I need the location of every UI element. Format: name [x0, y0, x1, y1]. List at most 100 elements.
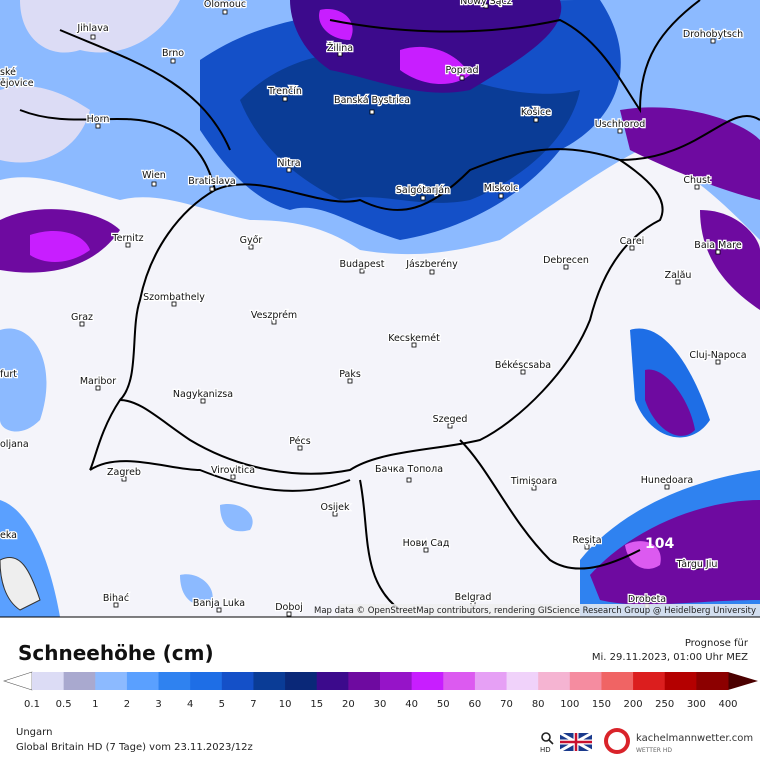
city-label: Debrecen: [543, 255, 589, 266]
colorbar-tick-label: 7: [250, 699, 256, 710]
city-marker: [429, 269, 435, 275]
city-marker: [216, 607, 222, 613]
city-label: Drohobytsch: [683, 29, 743, 40]
city-label: ské: [0, 67, 16, 78]
city-label: Žilina: [327, 42, 353, 54]
city-label: Košice: [521, 107, 551, 118]
city-marker: [411, 342, 417, 348]
colorbar-box: [443, 672, 476, 690]
city-label: Timișoara: [510, 476, 557, 487]
city-marker: [151, 181, 157, 187]
colorbar-box: [63, 672, 96, 690]
colorbar-tick-label: 80: [532, 699, 545, 710]
city-marker: [248, 244, 254, 250]
border: [59, 0, 701, 151]
city-marker: [533, 117, 539, 123]
border: [19, 109, 217, 471]
city-label: Uschhorod: [595, 119, 646, 130]
city-label: Miskolc: [484, 183, 519, 194]
colorbar: 0.1 0.5 1 2 3 4 5 7 10 15 20 30 40 50 60 70 80 100 150 200 2…: [3, 671, 758, 710]
city-marker: [563, 264, 569, 270]
city-marker: [121, 476, 127, 482]
city-marker: [200, 398, 206, 404]
colorbar-over: [728, 672, 758, 690]
city-label: Wien: [142, 170, 166, 181]
city-marker: [170, 58, 176, 64]
colorbar-box: [601, 672, 634, 690]
colorbar-tick-label: 1: [92, 699, 98, 710]
city-marker: [113, 602, 119, 608]
logos: HD kachelmannwetter.com WETTER HD: [540, 728, 753, 754]
colorbar-box: [253, 672, 286, 690]
city-marker: [520, 369, 526, 375]
colorbar-box: [348, 672, 381, 690]
city-label: Carei: [620, 236, 645, 247]
attribution: Map data © OpenStreetMap contributors, r…: [314, 606, 756, 616]
colorbar-tick-label: 250: [655, 699, 674, 710]
city-label: ějovice: [0, 78, 34, 89]
colorbar-box: [538, 672, 571, 690]
colorbar-tick-label: 100: [560, 699, 579, 710]
border: [89, 439, 641, 611]
city-marker: [483, 3, 489, 9]
city-marker: [286, 167, 292, 173]
colorbar-tick-label: 200: [624, 699, 643, 710]
city-marker: [337, 51, 343, 57]
colorbar-tick-label: 0.1: [24, 699, 40, 710]
city-label: Belgrad: [455, 592, 492, 603]
city-label: Maribor: [80, 376, 116, 387]
snow-area: [290, 0, 562, 93]
city-marker: [459, 75, 465, 81]
city-marker: [617, 128, 623, 134]
city-label: oljana: [0, 439, 29, 450]
city-label: Ternitz: [111, 233, 143, 244]
snow-area: [700, 210, 760, 310]
city-marker: [447, 423, 453, 429]
city-marker: [95, 123, 101, 129]
colorbar-tick-label: 10: [279, 699, 292, 710]
city-marker: [79, 321, 85, 327]
hd-label: HD: [540, 746, 551, 754]
city-label: Banská Bystrica: [334, 95, 410, 106]
brand-logo: [608, 732, 626, 750]
city-label: Bratislava: [188, 176, 235, 187]
city-marker: [694, 184, 700, 190]
city-marker: [423, 547, 429, 553]
city-marker: [347, 378, 353, 384]
city-label: Drobeta: [628, 594, 666, 605]
city-label: Banja Luka: [193, 598, 245, 609]
colorbar-tick-label: 70: [500, 699, 513, 710]
city-label: Cluj-Napoca: [689, 350, 746, 361]
snow-area: [645, 369, 695, 436]
city-label: Paks: [339, 369, 361, 380]
city-label: Бачка Топола: [375, 464, 443, 475]
attribution-bg: [338, 604, 760, 617]
city-marker: [420, 195, 426, 201]
forecast-label: Prognose für: [685, 638, 749, 649]
colorbar-tick-label: 0.5: [56, 699, 72, 710]
colorbar-tick-label: 20: [342, 699, 355, 710]
city-label: eka: [0, 530, 17, 541]
snow-area: [620, 107, 760, 200]
city-marker: [359, 268, 365, 274]
city-label: Chust: [683, 175, 711, 186]
sea: [0, 557, 41, 611]
city-label: Reșița: [572, 535, 601, 546]
city-label: Kecskemét: [388, 333, 440, 344]
city-label: Szeged: [433, 414, 468, 425]
city-label: Jászberény: [405, 259, 458, 270]
colorbar-tick-label: 300: [687, 699, 706, 710]
colorbar-box: [696, 672, 729, 690]
city-marker: [297, 445, 303, 451]
city-marker: [531, 485, 537, 491]
colorbar-tick-label: 40: [405, 699, 418, 710]
city-label: Nitra: [277, 158, 300, 169]
city-label: Osijek: [320, 502, 350, 513]
snow-area: [0, 0, 180, 163]
city-label: Salgótarján: [396, 185, 450, 196]
city-marker: [230, 474, 236, 480]
colorbar-box: [221, 672, 254, 690]
contour-label: 104: [645, 536, 674, 552]
city-label: Budapest: [340, 259, 385, 270]
